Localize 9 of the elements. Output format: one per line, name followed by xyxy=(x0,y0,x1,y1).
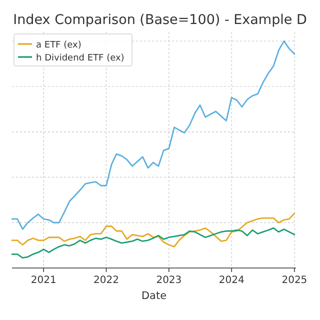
x-tick-label: 2021 xyxy=(30,275,56,286)
x-tick-label: 2025 xyxy=(282,275,308,286)
x-axis-title: Date xyxy=(141,290,167,302)
chart-title: Index Comparison (Base=100) - Example D xyxy=(13,12,307,28)
legend-label: a ETF (ex) xyxy=(36,40,82,50)
x-tick-label: 2022 xyxy=(94,275,119,286)
x-tick-label: 2023 xyxy=(156,275,182,286)
x-tick-label: 2024 xyxy=(218,275,244,286)
legend-label: h Dividend ETF (ex) xyxy=(36,54,124,64)
